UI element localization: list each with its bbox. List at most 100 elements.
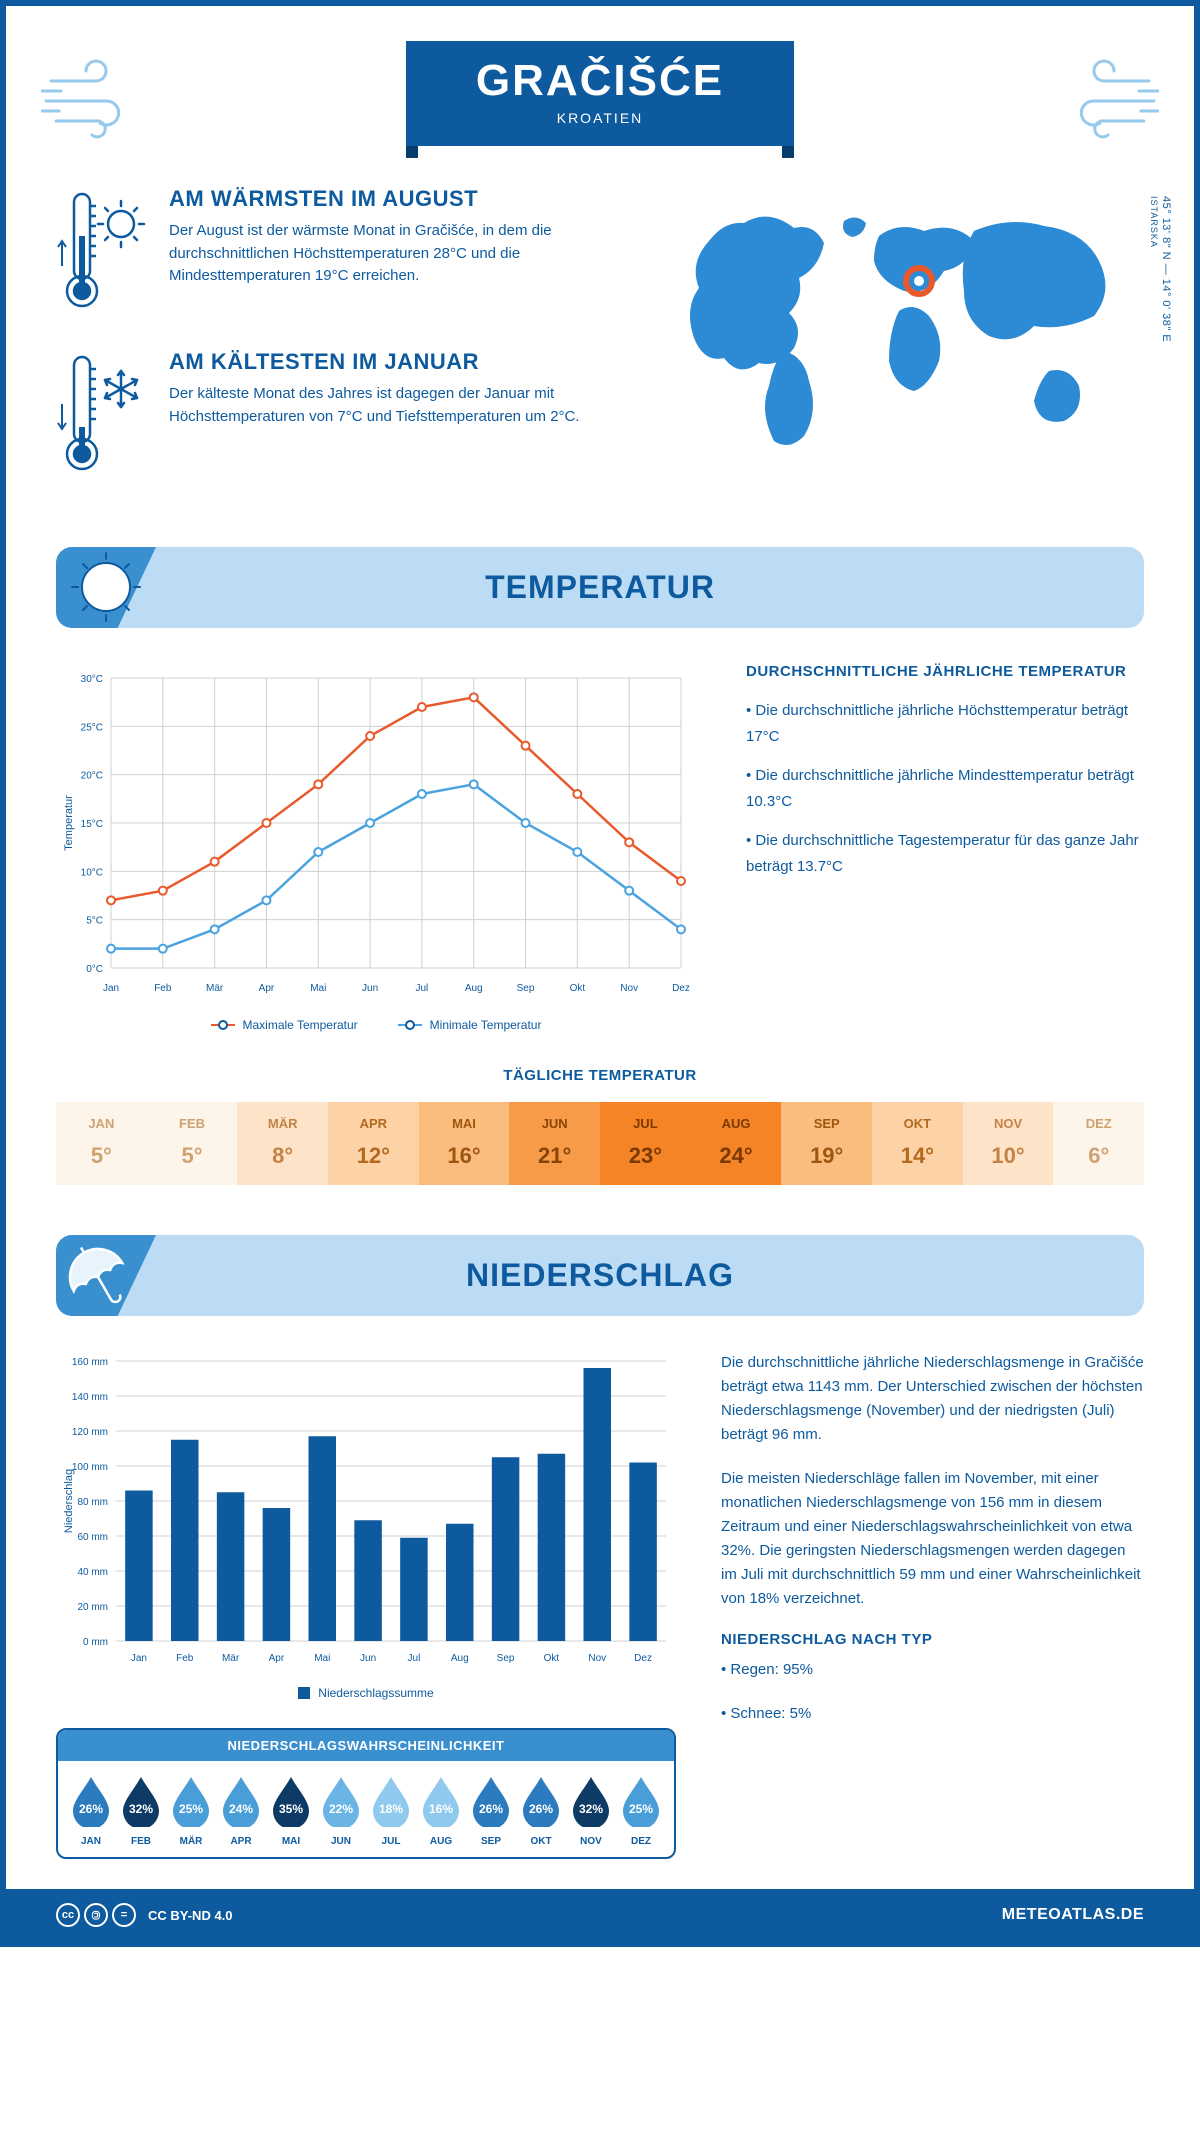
wind-icon [1029,51,1159,151]
coldest-text: Der kälteste Monat des Jahres ist dagege… [169,383,624,428]
svg-text:Sep: Sep [497,1653,515,1664]
svg-text:Dez: Dez [672,983,690,994]
probability-drop: 22%JUN [316,1773,366,1847]
svg-text:15°C: 15°C [81,819,103,830]
sun-icon [56,547,186,628]
legend-max: .leg-line::after{border:2px solid curren… [211,1018,358,1032]
svg-text:Nov: Nov [588,1653,606,1664]
svg-text:Jul: Jul [416,983,429,994]
daily-cell: JAN5° [56,1102,147,1185]
svg-text:0 mm: 0 mm [83,1637,108,1648]
svg-text:60 mm: 60 mm [77,1532,108,1543]
world-map: 45° 13' 8" N — 14° 0' 38" E ISTARSKA [664,186,1144,512]
probability-drop: 24%APR [216,1773,266,1847]
svg-text:Sep: Sep [517,983,535,994]
temperature-banner: TEMPERATUR [56,547,1144,628]
svg-text:Jun: Jun [360,1653,376,1664]
svg-text:Feb: Feb [154,983,172,994]
svg-text:80 mm: 80 mm [77,1497,108,1508]
svg-text:Temperatur: Temperatur [63,795,75,851]
svg-text:Mär: Mär [222,1653,240,1664]
cc-icons: cc🄯= [56,1903,136,1927]
daily-cell: DEZ6° [1053,1102,1144,1185]
daily-cell: JUN21° [509,1102,600,1185]
svg-text:35%: 35% [279,1802,303,1816]
footer: cc🄯= CC BY-ND 4.0 METEOATLAS.DE [6,1889,1194,1941]
section-title: TEMPERATUR [56,569,1144,606]
daily-cell: OKT14° [872,1102,963,1185]
svg-text:25°C: 25°C [81,722,103,733]
thermometer-cold-icon [56,349,151,479]
probability-drop: 26%OKT [516,1773,566,1847]
wind-icon [41,51,171,151]
probability-box: NIEDERSCHLAGSWAHRSCHEINLICHKEIT 26%JAN32… [56,1728,676,1859]
svg-text:Apr: Apr [269,1653,285,1664]
svg-text:Mär: Mär [206,983,224,994]
svg-text:24%: 24% [229,1802,253,1816]
svg-text:120 mm: 120 mm [72,1427,108,1438]
svg-text:Okt: Okt [544,1653,560,1664]
daily-cell: MAI16° [419,1102,510,1185]
probability-title: NIEDERSCHLAGSWAHRSCHEINLICHKEIT [58,1730,674,1761]
temperature-info: DURCHSCHNITTLICHE JÄHRLICHE TEMPERATUR •… [746,663,1144,1032]
site-name: METEOATLAS.DE [1002,1906,1144,1924]
daily-cell: AUG24° [691,1102,782,1185]
temperature-chart: 0°C5°C10°C15°C20°C25°C30°CJanFebMärAprMa… [56,663,696,1032]
title-banner: GRAČIŠĆE KROATIEN [406,41,794,146]
svg-text:5°C: 5°C [86,916,103,927]
svg-text:160 mm: 160 mm [72,1357,108,1368]
svg-text:Mai: Mai [310,983,326,994]
svg-text:Niederschlag: Niederschlag [63,1469,75,1533]
umbrella-icon [56,1235,186,1316]
daily-temperature-grid: JAN5°FEB5°MÄR8°APR12°MAI16°JUN21°JUL23°A… [56,1102,1144,1185]
svg-text:Jan: Jan [103,983,119,994]
probability-drop: 26%SEP [466,1773,516,1847]
svg-text:Mai: Mai [314,1653,330,1664]
probability-drop: 25%DEZ [616,1773,666,1847]
svg-text:25%: 25% [179,1802,203,1816]
warmest-block: AM WÄRMSTEN IM AUGUST Der August ist der… [56,186,624,321]
thermometer-hot-icon [56,186,151,316]
svg-text:Jun: Jun [362,983,378,994]
svg-text:32%: 32% [579,1802,603,1816]
svg-text:25%: 25% [629,1802,653,1816]
svg-text:10°C: 10°C [81,867,103,878]
daily-cell: APR12° [328,1102,419,1185]
probability-drop: 16%AUG [416,1773,466,1847]
daily-cell: SEP19° [781,1102,872,1185]
svg-text:22%: 22% [329,1802,353,1816]
section-title: NIEDERSCHLAG [56,1257,1144,1294]
svg-text:Okt: Okt [570,983,586,994]
precip-type-title: NIEDERSCHLAG NACH TYP [721,1631,1144,1648]
daily-cell: JUL23° [600,1102,691,1185]
license-text: CC BY-ND 4.0 [148,1908,233,1923]
svg-text:32%: 32% [129,1802,153,1816]
daily-title: TÄGLICHE TEMPERATUR [56,1067,1144,1084]
probability-drop: 32%FEB [116,1773,166,1847]
svg-text:20 mm: 20 mm [77,1602,108,1613]
precipitation-info: Die durchschnittliche jährliche Niedersc… [721,1351,1144,1859]
svg-text:26%: 26% [479,1802,503,1816]
svg-text:16%: 16% [429,1802,453,1816]
svg-text:Feb: Feb [176,1653,194,1664]
daily-cell: MÄR8° [237,1102,328,1185]
svg-text:Jul: Jul [408,1653,421,1664]
daily-cell: FEB5° [147,1102,238,1185]
svg-text:40 mm: 40 mm [77,1567,108,1578]
city-name: GRAČIŠĆE [476,56,724,106]
country-name: KROATIEN [476,110,724,126]
probability-drop: 35%MAI [266,1773,316,1847]
svg-text:0°C: 0°C [86,964,103,975]
probability-drop: 32%NOV [566,1773,616,1847]
svg-text:Dez: Dez [634,1653,652,1664]
legend-precip: Niederschlagssumme [298,1686,433,1700]
svg-text:Nov: Nov [620,983,638,994]
svg-text:20°C: 20°C [81,771,103,782]
coldest-block: AM KÄLTESTEN IM JANUAR Der kälteste Mona… [56,349,624,484]
legend-min: Minimale Temperatur [398,1018,542,1032]
daily-cell: NOV10° [963,1102,1054,1185]
warmest-title: AM WÄRMSTEN IM AUGUST [169,186,624,212]
svg-text:100 mm: 100 mm [72,1462,108,1473]
svg-text:Jan: Jan [131,1653,147,1664]
coordinates: 45° 13' 8" N — 14° 0' 38" E ISTARSKA [1148,196,1172,342]
